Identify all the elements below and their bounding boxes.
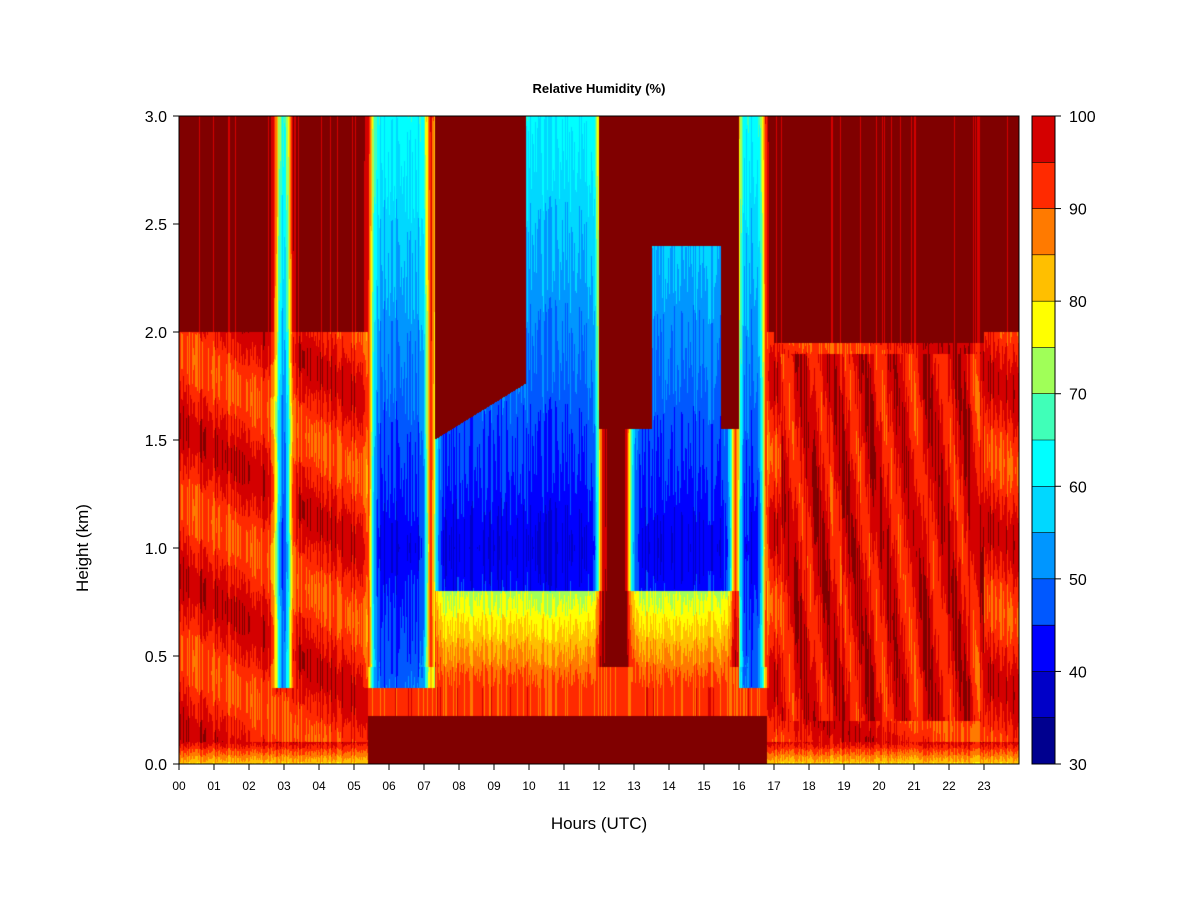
colorbar-swatch xyxy=(1032,671,1055,718)
x-tick-label: 17 xyxy=(767,779,781,793)
x-tick-label: 22 xyxy=(942,779,956,793)
x-tick-label: 04 xyxy=(312,779,326,793)
x-tick-label: 16 xyxy=(732,779,746,793)
y-tick-label: 3.0 xyxy=(145,109,167,126)
x-tick-label: 20 xyxy=(872,779,886,793)
x-tick-label: 14 xyxy=(662,779,676,793)
y-tick-label: 1.0 xyxy=(145,541,167,558)
chart-title: Relative Humidity (%) xyxy=(533,81,666,96)
y-tick-label: 2.5 xyxy=(145,217,167,234)
y-tick-label: 2.0 xyxy=(145,325,167,342)
x-tick-label: 01 xyxy=(207,779,221,793)
y-tick-label: 0.5 xyxy=(145,649,167,666)
x-tick-label: 12 xyxy=(592,779,606,793)
x-tick-label: 02 xyxy=(242,779,256,793)
colorbar-frame xyxy=(1031,115,1056,765)
x-tick-label: 15 xyxy=(697,779,711,793)
colorbar-swatch xyxy=(1032,347,1055,394)
colorbar-swatch xyxy=(1032,486,1055,533)
x-tick-label: 23 xyxy=(977,779,991,793)
colorbar-swatch xyxy=(1032,301,1055,348)
colorbar-swatch xyxy=(1032,116,1055,163)
colorbar-swatch xyxy=(1032,717,1055,764)
y-tick-label: 1.5 xyxy=(145,433,167,450)
x-tick-label: 03 xyxy=(277,779,291,793)
heatmap-area xyxy=(179,116,1019,764)
colorbar-swatch xyxy=(1032,208,1055,255)
x-tick-label: 09 xyxy=(487,779,501,793)
colorbar-tick-label: 40 xyxy=(1069,664,1087,681)
colorbar-swatch xyxy=(1032,578,1055,626)
colorbar-tick-label: 80 xyxy=(1069,294,1087,311)
colorbar-tick-label: 60 xyxy=(1069,479,1087,496)
y-axis-label: Height (km) xyxy=(73,504,92,592)
colorbar-swatch xyxy=(1032,254,1055,302)
x-tick-label: 19 xyxy=(837,779,851,793)
heatmap-field xyxy=(179,116,1019,764)
y-tick-label: 0.0 xyxy=(145,757,167,774)
x-tick-label: 05 xyxy=(347,779,361,793)
colorbar: 30 40 50 60 70 80 90 100 xyxy=(1031,109,1096,774)
colorbar-tick-label: 90 xyxy=(1069,202,1087,219)
x-tick-label: 21 xyxy=(907,779,921,793)
colorbar-tick-label: 50 xyxy=(1069,572,1087,589)
colorbar-tick-label: 30 xyxy=(1069,757,1087,774)
colorbar-tick-label: 100 xyxy=(1069,109,1096,126)
colorbar-swatch xyxy=(1032,440,1055,487)
x-axis: 00 01 02 03 04 05 06 07 08 09 10 11 12 13 14 15 16 17 18 19… xyxy=(172,764,991,793)
colorbar-swatch xyxy=(1032,162,1055,209)
x-tick-label: 08 xyxy=(452,779,466,793)
x-axis-label: Hours (UTC) xyxy=(551,814,647,833)
x-tick-label: 00 xyxy=(172,779,186,793)
x-tick-label: 13 xyxy=(627,779,641,793)
x-tick-label: 07 xyxy=(417,779,431,793)
x-tick-label: 10 xyxy=(522,779,536,793)
y-axis: 0.0 0.5 1.0 1.5 2.0 2.5 3.0 xyxy=(145,109,179,774)
colorbar-tick-label: 70 xyxy=(1069,387,1087,404)
x-tick-label: 11 xyxy=(558,779,571,793)
colorbar-swatch xyxy=(1032,625,1055,672)
x-tick-label: 18 xyxy=(802,779,816,793)
colorbar-swatch xyxy=(1032,393,1055,440)
x-tick-label: 06 xyxy=(382,779,396,793)
colorbar-swatch xyxy=(1032,532,1055,579)
